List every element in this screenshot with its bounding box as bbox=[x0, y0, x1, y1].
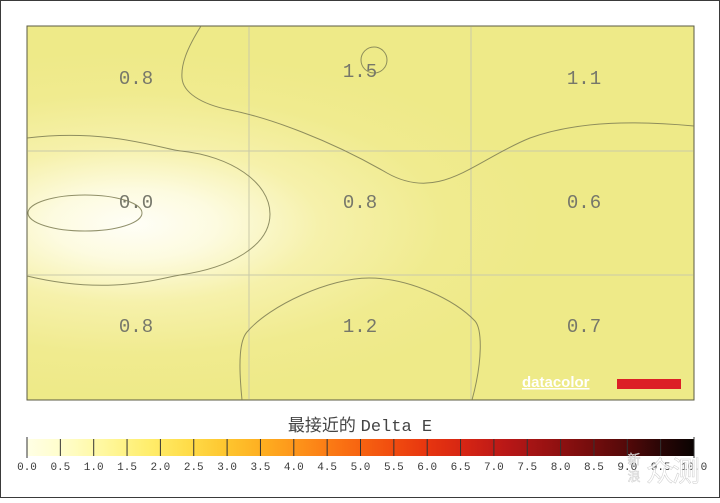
svg-text:浪: 浪 bbox=[627, 469, 640, 484]
svg-text:1.0: 1.0 bbox=[84, 462, 104, 474]
svg-text:datacolor: datacolor bbox=[522, 374, 590, 391]
svg-text:新: 新 bbox=[627, 452, 640, 467]
svg-text:4.5: 4.5 bbox=[317, 462, 337, 474]
svg-text:2.0: 2.0 bbox=[150, 462, 170, 474]
svg-text:6.5: 6.5 bbox=[451, 462, 471, 474]
svg-text:0.8: 0.8 bbox=[119, 68, 153, 90]
svg-text:7.0: 7.0 bbox=[484, 462, 504, 474]
svg-text:4.0: 4.0 bbox=[284, 462, 304, 474]
svg-text:1.5: 1.5 bbox=[117, 462, 137, 474]
svg-text:0.0: 0.0 bbox=[17, 462, 37, 474]
svg-text:0.5: 0.5 bbox=[50, 462, 70, 474]
svg-text:3.5: 3.5 bbox=[251, 462, 271, 474]
svg-text:8.0: 8.0 bbox=[551, 462, 571, 474]
svg-text:0.7: 0.7 bbox=[567, 316, 601, 338]
svg-text:7.5: 7.5 bbox=[517, 462, 537, 474]
svg-text:6.0: 6.0 bbox=[417, 462, 437, 474]
svg-text:众: 众 bbox=[646, 456, 674, 487]
svg-text:5.5: 5.5 bbox=[384, 462, 404, 474]
svg-text:0.8: 0.8 bbox=[343, 192, 377, 214]
svg-text:2.5: 2.5 bbox=[184, 462, 204, 474]
svg-text:最接近的 Delta E: 最接近的 Delta E bbox=[288, 416, 432, 437]
svg-text:3.0: 3.0 bbox=[217, 462, 237, 474]
svg-text:0.0: 0.0 bbox=[119, 192, 153, 214]
svg-text:5.0: 5.0 bbox=[351, 462, 371, 474]
svg-text:8.5: 8.5 bbox=[584, 462, 604, 474]
svg-text:0.8: 0.8 bbox=[119, 316, 153, 338]
svg-text:1.1: 1.1 bbox=[567, 68, 601, 90]
svg-text:0.6: 0.6 bbox=[567, 192, 601, 214]
svg-text:1.2: 1.2 bbox=[343, 316, 377, 338]
svg-text:1.5: 1.5 bbox=[343, 61, 377, 83]
svg-text:测: 测 bbox=[672, 456, 700, 487]
